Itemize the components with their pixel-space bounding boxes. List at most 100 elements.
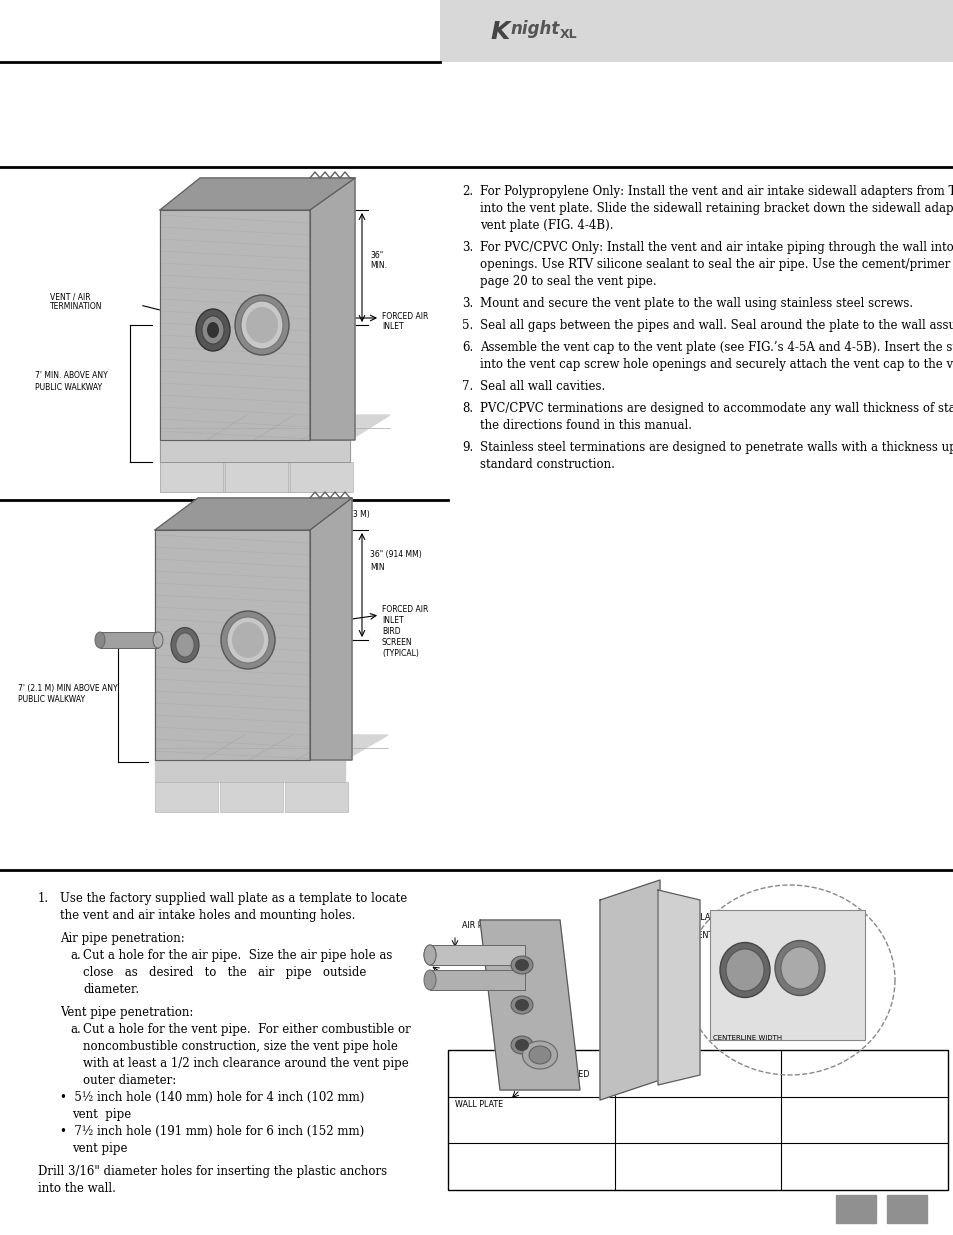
- Bar: [430, 969, 524, 990]
- Text: noncombustible construction, size the vent pipe hole: noncombustible construction, size the ve…: [83, 1040, 397, 1053]
- Text: 3.: 3.: [461, 296, 473, 310]
- Polygon shape: [160, 415, 390, 440]
- Text: into the wall.: into the wall.: [38, 1182, 115, 1195]
- Ellipse shape: [241, 301, 283, 350]
- Bar: [160, 462, 350, 492]
- Text: into the vent plate. Slide the sidewall retaining bracket down the sidewall adap: into the vent plate. Slide the sidewall …: [479, 203, 953, 215]
- Ellipse shape: [232, 622, 264, 658]
- Text: TERMINATION: TERMINATION: [50, 303, 102, 311]
- Text: Seal all gaps between the pipes and wall. Seal around the plate to the wall assu: Seal all gaps between the pipes and wall…: [479, 319, 953, 332]
- Ellipse shape: [195, 309, 230, 351]
- Text: 3.: 3.: [461, 241, 473, 254]
- Text: XL: XL: [559, 28, 577, 41]
- Text: IF LESS: IF LESS: [312, 183, 339, 191]
- Text: THAN 10' (3 M): THAN 10' (3 M): [312, 510, 370, 519]
- Text: standard construction.: standard construction.: [479, 458, 615, 471]
- Text: Stainless steel terminations are designed to penetrate walls with a thickness up: Stainless steel terminations are designe…: [479, 441, 953, 454]
- Text: AIR PIPING: AIR PIPING: [461, 921, 503, 930]
- Bar: [285, 782, 348, 811]
- Text: BIRD: BIRD: [381, 627, 400, 636]
- Text: Drill 3/16" diameter holes for inserting the plastic anchors: Drill 3/16" diameter holes for inserting…: [38, 1165, 387, 1178]
- Ellipse shape: [515, 999, 529, 1011]
- Ellipse shape: [234, 295, 289, 354]
- Ellipse shape: [207, 322, 219, 338]
- Ellipse shape: [423, 945, 436, 965]
- Text: Mount and secure the vent plate to the wall using stainless steel screws.: Mount and secure the vent plate to the w…: [479, 296, 912, 310]
- Bar: [290, 462, 353, 492]
- Ellipse shape: [720, 942, 769, 998]
- Text: PUBLIC WALKWAY: PUBLIC WALKWAY: [18, 695, 85, 704]
- Polygon shape: [160, 210, 310, 440]
- Text: 9.: 9.: [461, 441, 473, 454]
- Ellipse shape: [511, 1036, 533, 1053]
- Polygon shape: [310, 178, 355, 440]
- Polygon shape: [310, 498, 352, 760]
- Bar: [430, 945, 524, 965]
- Text: For Polypropylene Only: Install the vent and air intake sidewall adapters from T: For Polypropylene Only: Install the vent…: [479, 185, 953, 198]
- Ellipse shape: [515, 960, 529, 971]
- Text: 6.: 6.: [461, 341, 473, 354]
- Text: FORCED AIR: FORCED AIR: [381, 605, 428, 614]
- Ellipse shape: [175, 634, 193, 657]
- Text: 7' MIN. ABOVE ANY: 7' MIN. ABOVE ANY: [35, 370, 108, 379]
- Ellipse shape: [202, 316, 224, 345]
- Ellipse shape: [221, 611, 274, 669]
- Text: page 20 to seal the vent pipe.: page 20 to seal the vent pipe.: [479, 275, 656, 288]
- Text: VENT PIPING: VENT PIPING: [450, 953, 499, 962]
- Text: VENT PLATE: VENT PLATE: [671, 913, 719, 923]
- Text: (TYPICAL): (TYPICAL): [381, 650, 418, 658]
- Text: vent pipe: vent pipe: [71, 1142, 128, 1155]
- Text: 5.: 5.: [461, 319, 473, 332]
- Text: Cut a hole for the vent pipe.  For either combustible or: Cut a hole for the vent pipe. For either…: [83, 1023, 411, 1036]
- Text: the vent and air intake holes and mounting holes.: the vent and air intake holes and mounti…: [60, 909, 355, 923]
- Ellipse shape: [511, 956, 533, 974]
- Bar: [220, 782, 283, 811]
- Text: INLET: INLET: [381, 322, 403, 331]
- Text: FORCED AIR: FORCED AIR: [381, 312, 428, 321]
- Text: outer diameter:: outer diameter:: [83, 1074, 176, 1087]
- Polygon shape: [479, 920, 579, 1091]
- Text: For PVC/CPVC Only: Install the vent and air intake piping through the wall into : For PVC/CPVC Only: Install the vent and …: [479, 241, 953, 254]
- Bar: [439, 0, 953, 62]
- Ellipse shape: [171, 627, 199, 662]
- Text: with at least a 1/2 inch clearance around the vent pipe: with at least a 1/2 inch clearance aroun…: [83, 1057, 408, 1070]
- Ellipse shape: [515, 1039, 529, 1051]
- Text: 8.: 8.: [461, 403, 473, 415]
- Ellipse shape: [529, 1046, 551, 1065]
- Ellipse shape: [774, 941, 824, 995]
- Polygon shape: [154, 735, 388, 760]
- Bar: [100, 632, 158, 648]
- Polygon shape: [160, 440, 350, 462]
- Ellipse shape: [781, 947, 818, 989]
- Ellipse shape: [423, 945, 436, 965]
- Ellipse shape: [246, 308, 277, 343]
- Text: diameter.: diameter.: [83, 983, 139, 995]
- Text: SCREEN: SCREEN: [381, 638, 413, 647]
- Text: PUBLIC WALKWAY: PUBLIC WALKWAY: [35, 384, 102, 393]
- Text: vent  pipe: vent pipe: [71, 1108, 132, 1121]
- Text: 7.: 7.: [461, 380, 473, 393]
- Bar: [225, 462, 288, 492]
- Ellipse shape: [227, 618, 269, 663]
- Text: PVC/CPVC terminations are designed to accommodate any wall thickness of standard: PVC/CPVC terminations are designed to ac…: [479, 403, 953, 415]
- Text: close   as   desired   to   the   air   pipe   outside: close as desired to the air pipe outside: [83, 966, 366, 979]
- Text: MIN.: MIN.: [370, 262, 387, 270]
- Text: a.: a.: [70, 948, 81, 962]
- Text: Air pipe penetration:: Air pipe penetration:: [60, 932, 185, 945]
- Ellipse shape: [522, 1041, 557, 1070]
- Ellipse shape: [95, 632, 105, 648]
- Text: VENT / AIR: VENT / AIR: [50, 291, 91, 301]
- Text: 1.: 1.: [38, 892, 49, 905]
- Text: THAN 10': THAN 10': [312, 193, 347, 203]
- Text: VENT CAP: VENT CAP: [691, 931, 731, 940]
- Text: GALVANIZED: GALVANIZED: [539, 1070, 590, 1079]
- Text: WALL PLATE: WALL PLATE: [455, 1100, 502, 1109]
- Ellipse shape: [423, 969, 436, 990]
- Bar: [160, 462, 223, 492]
- Text: MIN: MIN: [370, 562, 384, 572]
- Text: night: night: [510, 20, 558, 38]
- Text: CENTERLINE WIDTH: CENTERLINE WIDTH: [713, 1035, 781, 1041]
- Text: into the vent cap screw hole openings and securely attach the vent cap to the ve: into the vent cap screw hole openings an…: [479, 358, 953, 370]
- Text: Vent pipe penetration:: Vent pipe penetration:: [60, 1007, 193, 1019]
- Polygon shape: [154, 498, 352, 530]
